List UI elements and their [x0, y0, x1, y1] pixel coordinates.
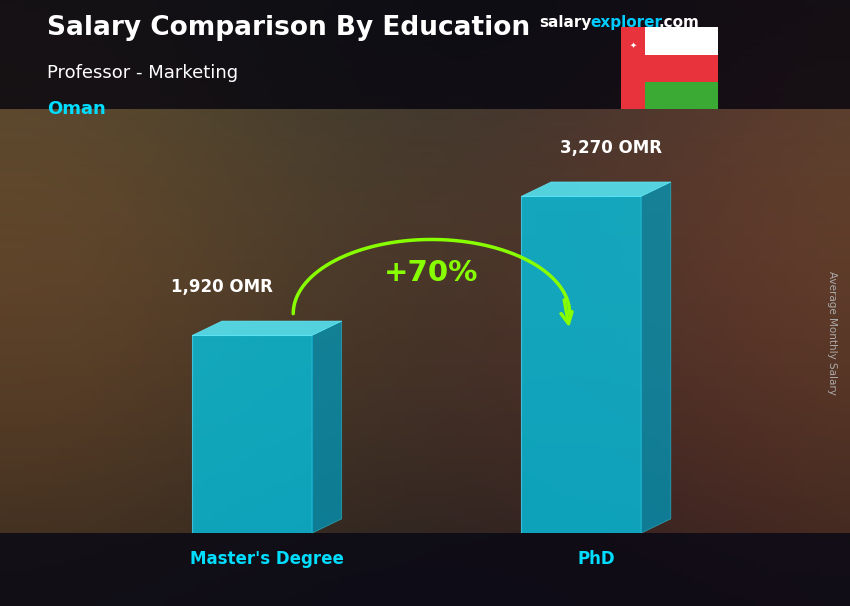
Polygon shape	[521, 182, 671, 196]
Text: Oman: Oman	[47, 100, 105, 118]
Text: Average Monthly Salary: Average Monthly Salary	[827, 271, 837, 395]
Bar	[620, 27, 645, 109]
Text: +70%: +70%	[384, 259, 479, 287]
Text: 1,920 OMR: 1,920 OMR	[171, 278, 273, 296]
Text: salary: salary	[540, 15, 592, 30]
Bar	[645, 27, 718, 55]
Text: ✦: ✦	[629, 41, 636, 49]
Text: Master's Degree: Master's Degree	[190, 550, 344, 568]
Text: 3,270 OMR: 3,270 OMR	[560, 139, 662, 157]
Polygon shape	[192, 321, 342, 336]
Text: .com: .com	[659, 15, 700, 30]
Text: explorer: explorer	[591, 15, 663, 30]
Text: PhD: PhD	[577, 550, 615, 568]
Polygon shape	[312, 321, 342, 533]
Text: Professor - Marketing: Professor - Marketing	[47, 64, 238, 82]
Polygon shape	[641, 182, 671, 533]
Bar	[521, 196, 641, 533]
Bar	[645, 82, 718, 109]
Bar	[645, 55, 718, 82]
Bar	[192, 336, 312, 533]
Text: Salary Comparison By Education: Salary Comparison By Education	[47, 15, 530, 41]
